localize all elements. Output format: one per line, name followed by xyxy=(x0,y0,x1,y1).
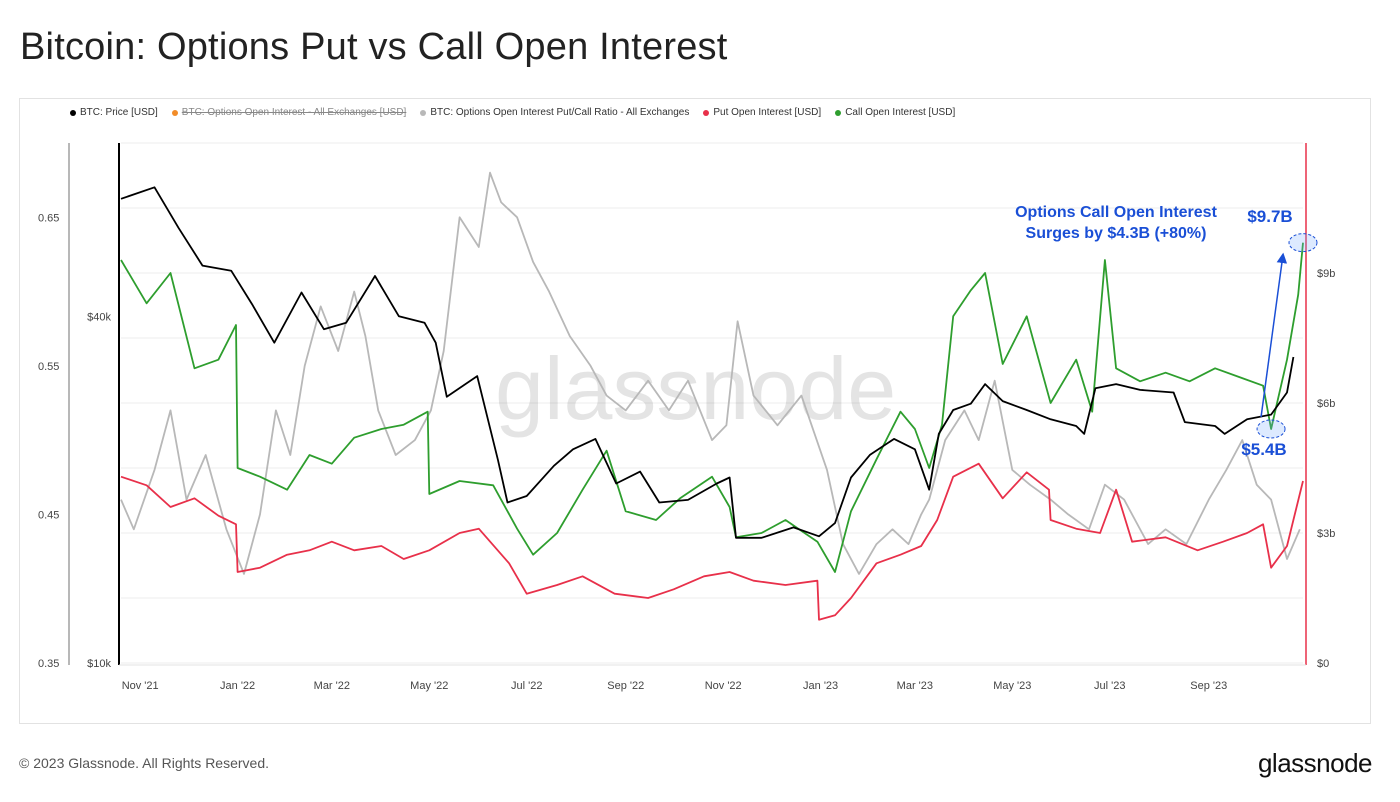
legend-item-4[interactable]: Put Open Interest [USD] xyxy=(703,107,821,118)
chart-watermark: glassnode xyxy=(495,339,896,438)
x-tick-label: Mar '22 xyxy=(314,680,350,692)
x-tick-label: Nov '21 xyxy=(122,680,159,692)
x-tick-label: Jul '22 xyxy=(511,680,542,692)
series-line-btc-price-usd xyxy=(120,186,1295,539)
end-point-marker xyxy=(1288,233,1318,253)
legend-label: BTC: Options Open Interest - All Exchang… xyxy=(181,107,407,118)
price-tick-label: $10k xyxy=(87,658,111,670)
legend-item-3[interactable]: BTC: Options Open Interest Put/Call Rati… xyxy=(420,107,689,118)
series-line-put-open-interest-usd xyxy=(120,462,1304,621)
x-tick-label: Nov '22 xyxy=(705,680,742,692)
oi-tick-label: $9b xyxy=(1317,268,1335,280)
annotation-headline-line1: Options Call Open Interest xyxy=(1015,204,1217,221)
chart-legend: BTC: Price [USD] BTC: Options Open Intere… xyxy=(70,107,955,118)
x-tick-label: May '22 xyxy=(410,680,448,692)
legend-dot xyxy=(420,109,427,116)
series-line-btc-options-open-interest-put-call-ratio-all-exchanges xyxy=(120,171,1301,575)
annotation-arrow xyxy=(1260,252,1288,418)
legend-item-5[interactable]: Call Open Interest [USD] xyxy=(835,107,955,118)
legend-label: Put Open Interest [USD] xyxy=(713,107,822,118)
series-line-call-open-interest-usd xyxy=(120,242,1304,573)
annotation-headline-line2: Surges by $4.3B (+80%) xyxy=(1026,225,1207,242)
x-tick-label: Jan '23 xyxy=(803,680,838,692)
x-tick-label: Jul '23 xyxy=(1094,680,1125,692)
x-tick-label: Sep '23 xyxy=(1190,680,1227,692)
ratio-tick-label: 0.65 xyxy=(38,212,59,224)
ratio-tick-label: 0.55 xyxy=(38,361,59,373)
price-tick-label: $40k xyxy=(87,311,111,323)
ratio-tick-label: 0.35 xyxy=(38,658,59,670)
legend-label: Call Open Interest [USD] xyxy=(845,107,956,118)
legend-label: BTC: Options Open Interest Put/Call Rati… xyxy=(430,107,690,118)
legend-item-1[interactable]: BTC: Price [USD] xyxy=(70,107,158,118)
ratio-tick-label: 0.45 xyxy=(38,509,59,521)
x-tick-label: Sep '22 xyxy=(607,680,644,692)
legend-dot xyxy=(70,109,76,116)
footer-copyright: © 2023 Glassnode. All Rights Reserved. xyxy=(19,755,270,771)
legend-dot xyxy=(171,109,178,116)
legend-dot xyxy=(835,109,842,116)
start-point-marker xyxy=(1256,419,1286,439)
legend-label: BTC: Price [USD] xyxy=(80,107,158,118)
page-title: Bitcoin: Options Put vs Call Open Intere… xyxy=(20,26,728,68)
x-tick-label: May '23 xyxy=(993,680,1031,692)
footer-logo: glassnode xyxy=(1257,748,1373,778)
annotation-end-label: $9.7B xyxy=(1247,207,1292,226)
chart-panel: BTC: Price [USD] BTC: Options Open Intere… xyxy=(19,98,1371,724)
x-tick-label: Mar '23 xyxy=(897,680,933,692)
oi-tick-label: $3b xyxy=(1317,528,1335,540)
legend-item-2[interactable]: BTC: Options Open Interest - All Exchang… xyxy=(171,107,407,118)
x-tick-label: Jan '22 xyxy=(220,680,255,692)
chart-svg: glassnode 0.65 0.55 0.45 0.35 $40k $10k $9b $6b… xyxy=(38,142,1335,692)
legend-dot xyxy=(703,109,710,116)
oi-tick-label: $6b xyxy=(1317,398,1335,410)
oi-tick-label: $0 xyxy=(1317,658,1329,670)
annotation-start-label: $5.4B xyxy=(1241,440,1286,459)
